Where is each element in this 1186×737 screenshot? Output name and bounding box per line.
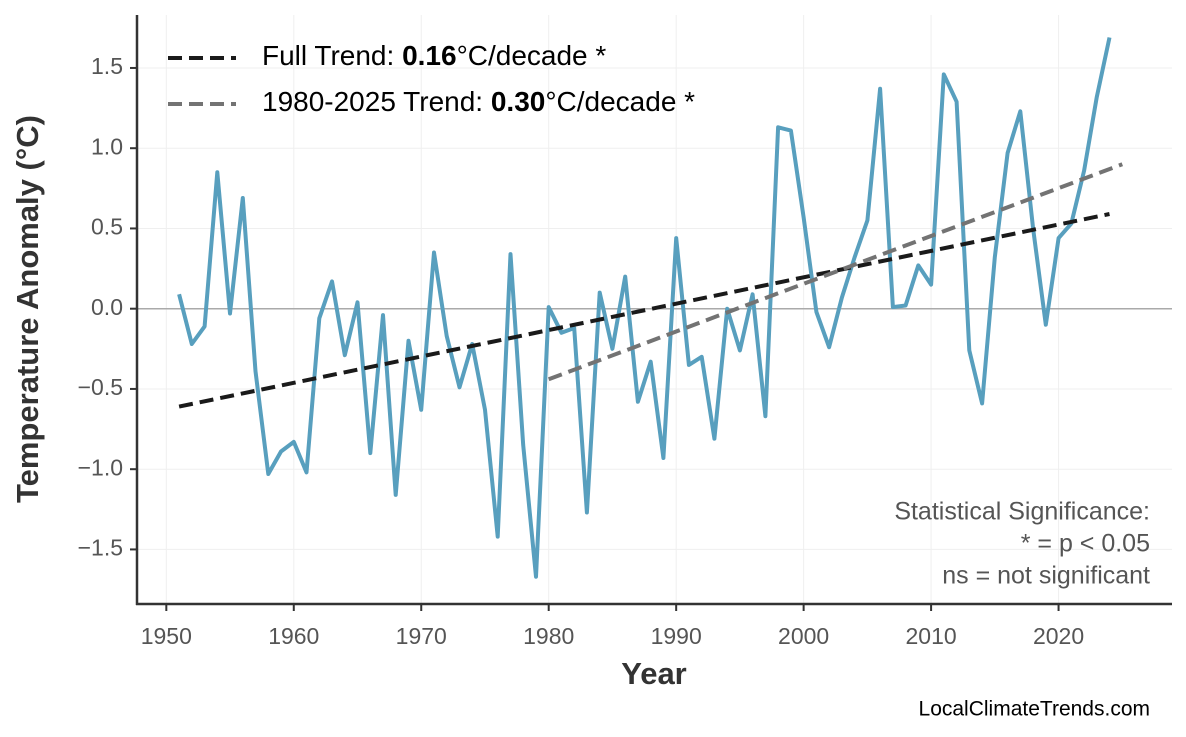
data-line [177,37,1112,579]
legend-label: 1980-2025 Trend: 0.30°C/decade * [262,86,695,117]
x-tick-label: 1950 [141,623,192,649]
legend-label-part: °C/decade * [545,86,695,117]
y-tick-label: −1.5 [78,535,123,561]
trend-line [178,212,1110,409]
y-tick-label: −1.0 [78,454,123,480]
x-tick-label: 2000 [778,623,829,649]
x-tick-label: 1980 [523,623,574,649]
annotation: ns = not significant [942,562,1150,590]
x-tick-label: 2010 [906,623,957,649]
trend-line [547,162,1124,382]
legend-label-part: 0.30 [491,86,546,117]
y-tick-label: 0.0 [91,294,123,320]
x-tick-label: 1970 [396,623,447,649]
y-tick-label: −0.5 [78,374,123,400]
watermark: LocalClimateTrends.com [919,698,1150,721]
y-axis-label: Temperature Anomaly (°C) [10,115,45,503]
y-tick-label: 0.5 [91,214,123,240]
annotation: Statistical Significance: [894,498,1150,526]
y-tick-label: 1.5 [91,53,123,79]
legend-label-part: 1980-2025 Trend: [262,86,491,117]
x-tick-label: 2020 [1033,623,1084,649]
legend-label-part: °C/decade * [457,40,607,71]
legend-label-part: Full Trend: [262,40,402,71]
x-tick-label: 1990 [651,623,702,649]
legend-label: Full Trend: 0.16°C/decade * [262,40,606,71]
annotation: * = p < 0.05 [1021,530,1150,558]
x-tick-label: 1960 [268,623,319,649]
x-axis-label: Year [621,656,687,691]
legend-label-part: 0.16 [402,40,457,71]
y-tick-label: 1.0 [91,133,123,159]
